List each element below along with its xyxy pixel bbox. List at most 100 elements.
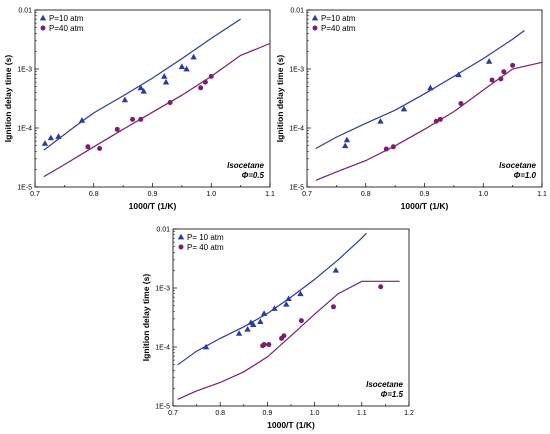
x-tick-label: 0.8 — [89, 191, 99, 198]
y-tick-label: 0.01 — [290, 8, 304, 15]
data-point-triangle — [55, 133, 62, 139]
data-point-triangle — [250, 321, 257, 327]
data-point-triangle — [455, 71, 462, 78]
data-point-circle — [178, 244, 184, 250]
data-point-triangle — [311, 14, 319, 21]
data-point-circle — [510, 62, 516, 68]
data-point-triangle — [178, 63, 186, 69]
x-tick-label: 0.9 — [148, 191, 158, 198]
data-point-triangle — [177, 233, 185, 240]
model-line-p40 — [177, 280, 400, 400]
annotation-phi: Φ=1.0 — [514, 171, 537, 180]
data-point-circle — [130, 116, 136, 122]
y-tick-label: 1E-3 — [289, 67, 304, 74]
data-point-circle — [312, 25, 318, 31]
data-point-circle — [114, 126, 120, 132]
legend-label: P= 10 atm — [187, 233, 224, 242]
legend-label: P= 40 atm — [187, 243, 224, 252]
model-line-p40 — [43, 42, 271, 178]
data-point-triangle — [41, 140, 49, 146]
data-point-triangle — [183, 65, 190, 72]
data-point-circle — [85, 144, 91, 150]
data-point-circle — [97, 145, 103, 151]
model-line-p10 — [315, 30, 525, 150]
data-point-triangle — [377, 118, 384, 124]
data-point-triangle — [283, 301, 290, 307]
data-point-circle — [167, 100, 173, 106]
data-point-circle — [498, 76, 504, 82]
data-point-circle — [266, 342, 272, 348]
data-point-circle — [378, 284, 384, 290]
model-line-p40 — [315, 61, 543, 181]
data-point-circle — [383, 146, 389, 152]
x-tick-label: 1.2 — [404, 410, 414, 417]
chart-phi-0-5: 0.7 0.8 0.9 1.0 1.1 1E-5 1E-4 1E-3 0.01 1000/T (1… — [3, 8, 275, 212]
data-point-circle — [390, 144, 396, 150]
data-point-circle — [138, 116, 144, 122]
x-tick-label: 0.7 — [30, 191, 40, 198]
y-tick-label: 1E-5 — [289, 185, 304, 192]
data-point-circle — [489, 77, 495, 83]
data-point-triangle — [121, 96, 129, 103]
data-point-circle — [261, 342, 267, 348]
data-point-circle — [501, 69, 507, 75]
data-point-circle — [198, 85, 204, 91]
y-tick-label: 0.01 — [156, 227, 170, 234]
data-point-triangle — [257, 318, 264, 324]
data-point-triangle — [190, 53, 197, 60]
data-point-triangle — [162, 78, 170, 85]
legend-label: P=10 atm — [49, 14, 84, 23]
y-tick-label: 0.01 — [18, 8, 32, 15]
x-tick-label: 0.8 — [361, 191, 371, 198]
data-point-triangle — [78, 117, 86, 123]
data-point-triangle — [427, 84, 434, 91]
data-point-circle — [433, 118, 439, 124]
model-line-p10 — [177, 232, 367, 366]
data-point-triangle — [285, 295, 292, 302]
x-axis-label: 1000/T (1/K) — [129, 201, 177, 211]
x-tick-label: 0.7 — [168, 410, 178, 417]
data-point-triangle — [140, 88, 147, 94]
data-point-triangle — [39, 14, 47, 21]
y-tick-label: 1E-3 — [17, 67, 32, 74]
data-point-circle — [202, 79, 208, 85]
data-point-circle — [281, 333, 287, 339]
y-tick-label: 1E-5 — [155, 404, 170, 411]
x-tick-label: 1.0 — [206, 191, 216, 198]
data-point-triangle — [260, 310, 268, 316]
data-point-triangle — [332, 267, 340, 273]
x-axis-label: 1000/T (1/K) — [401, 201, 449, 211]
model-line-p10 — [43, 18, 241, 151]
data-point-circle — [458, 101, 464, 107]
annotation-fuel: Isocetane — [366, 380, 403, 389]
data-point-triangle — [161, 73, 168, 79]
x-tick-label: 1.0 — [478, 191, 488, 198]
data-point-circle — [208, 73, 214, 79]
data-point-triangle — [271, 305, 278, 311]
annotation-phi: Φ=0.5 — [242, 171, 265, 180]
x-axis-label: 1000/T (1/K) — [267, 420, 315, 430]
chart-phi-1-0: 0.7 0.8 0.9 1.0 1.1 1E-5 1E-4 1E-3 0.01 1000/T (1… — [275, 8, 547, 212]
data-point-triangle — [47, 134, 55, 141]
x-tick-label: 0.8 — [215, 410, 225, 417]
y-tick-label: 1E-4 — [155, 345, 170, 352]
data-point-triangle — [137, 84, 144, 91]
x-tick-label: 1.1 — [265, 191, 275, 198]
annotation-fuel: Isocetane — [499, 161, 536, 170]
y-tick-label: 1E-3 — [155, 286, 170, 293]
x-tick-label: 1.0 — [310, 410, 320, 417]
y-tick-label: 1E-4 — [17, 126, 32, 133]
data-point-triangle — [297, 290, 304, 297]
y-tick-label: 1E-4 — [289, 126, 304, 133]
y-axis-label: Ignition delay time (s) — [275, 55, 285, 143]
data-point-triangle — [235, 330, 243, 336]
data-point-circle — [298, 318, 304, 324]
chart-phi-1-5: 0.7 0.8 0.9 1.0 1.1 1.2 1E-5 1E-4 1E-3 0.01 1000/T… — [141, 227, 414, 431]
data-point-triangle — [400, 105, 408, 112]
y-axis-label: Ignition delay time (s) — [141, 274, 151, 362]
y-axis-label: Ignition delay time (s) — [3, 55, 13, 143]
data-point-triangle — [485, 58, 493, 64]
x-tick-label: 0.7 — [302, 191, 312, 198]
x-tick-label: 0.9 — [263, 410, 273, 417]
